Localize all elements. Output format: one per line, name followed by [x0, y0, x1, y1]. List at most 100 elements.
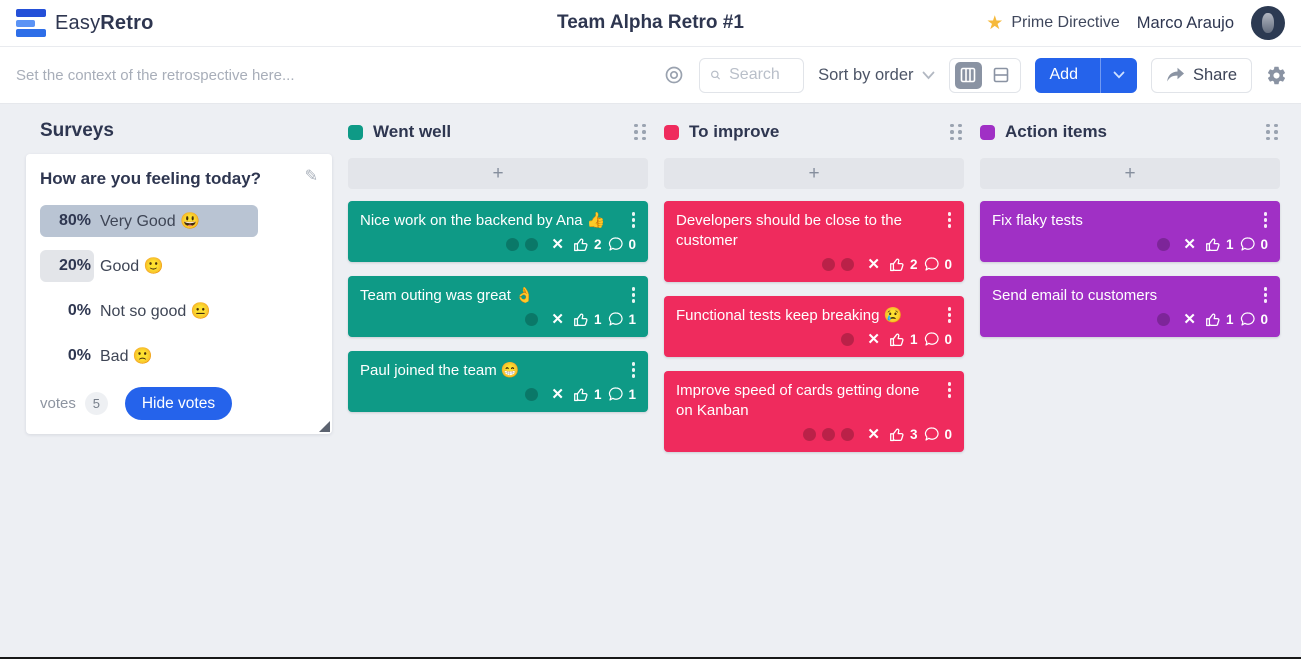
easyretro-logo[interactable]: EasyRetro — [16, 9, 154, 37]
add-caret-icon[interactable] — [1101, 71, 1137, 79]
card-menu-icon[interactable] — [946, 210, 954, 230]
share-button-label: Share — [1192, 65, 1237, 84]
add-card-button[interactable]: + — [664, 158, 964, 189]
comment-button[interactable]: 1 — [608, 386, 636, 402]
user-name[interactable]: Marco Araujo — [1136, 13, 1234, 32]
card-menu-icon[interactable] — [1262, 210, 1270, 230]
column-action-items: Action items + Fix flaky tests ✕ 1 0 Se — [980, 120, 1280, 351]
search-input[interactable] — [729, 66, 794, 84]
remove-vote-icon[interactable]: ✕ — [551, 386, 564, 403]
visibility-icon[interactable] — [663, 64, 685, 86]
resize-handle[interactable] — [319, 421, 330, 432]
remove-vote-icon[interactable]: ✕ — [1183, 236, 1196, 253]
comment-button[interactable]: 0 — [1240, 236, 1268, 252]
survey-option-bad[interactable]: 0% Bad 🙁 — [40, 340, 318, 372]
card-menu-icon[interactable] — [946, 380, 954, 400]
like-count: 1 — [593, 386, 602, 402]
add-card-button[interactable]: + — [980, 158, 1280, 189]
surveys-panel: Surveys How are you feeling today? ✎ 80%… — [26, 120, 332, 434]
retro-card[interactable]: Improve speed of cards getting done on K… — [664, 371, 964, 452]
like-button[interactable]: 3 — [889, 426, 917, 443]
column-name: Went well — [373, 122, 452, 141]
avatar[interactable] — [1251, 6, 1285, 40]
remove-vote-icon[interactable]: ✕ — [867, 331, 880, 348]
card-menu-icon[interactable] — [630, 285, 638, 305]
like-button[interactable]: 1 — [573, 386, 602, 403]
like-button[interactable]: 2 — [573, 236, 601, 253]
column-name: Action items — [1005, 122, 1108, 141]
rows-layout-icon — [993, 67, 1009, 83]
survey-result-bar — [40, 205, 258, 237]
surveys-heading: Surveys — [40, 120, 114, 141]
column-name: To improve — [689, 122, 780, 141]
like-button[interactable]: 1 — [1205, 311, 1233, 328]
comment-button[interactable]: 1 — [608, 311, 636, 327]
column-drag-handle-icon[interactable] — [1264, 122, 1280, 143]
columns-layout-button[interactable] — [954, 61, 982, 89]
comment-bubble-icon — [609, 312, 624, 326]
remove-vote-icon[interactable]: ✕ — [867, 256, 880, 273]
column-drag-handle-icon[interactable] — [948, 122, 964, 143]
card-menu-icon[interactable] — [1262, 285, 1270, 305]
card-menu-icon[interactable] — [630, 210, 638, 230]
card-text: Team outing was great 👌 — [360, 287, 534, 304]
edit-pencil-icon[interactable]: ✎ — [304, 168, 318, 185]
like-button[interactable]: 2 — [889, 256, 917, 273]
retro-card[interactable]: Fix flaky tests ✕ 1 0 — [980, 201, 1280, 262]
comment-button[interactable]: 0 — [608, 236, 636, 252]
remove-vote-icon[interactable]: ✕ — [1183, 311, 1196, 328]
comment-bubble-icon — [925, 332, 940, 346]
card-menu-icon[interactable] — [946, 305, 954, 325]
like-button[interactable]: 1 — [889, 331, 917, 348]
add-button-label: Add — [1049, 66, 1078, 83]
prime-directive-label: Prime Directive — [1011, 14, 1120, 31]
column-drag-handle-icon[interactable] — [632, 122, 648, 143]
retro-card[interactable]: Functional tests keep breaking 😢 ✕ 1 0 — [664, 296, 964, 357]
survey-option-label: Not so good 😐 — [100, 303, 211, 320]
retro-card[interactable]: Developers should be close to the custom… — [664, 201, 964, 282]
prime-directive-link[interactable]: ★ Prime Directive — [986, 14, 1120, 33]
vote-dots — [506, 237, 539, 251]
vote-dots — [841, 332, 855, 346]
comment-button[interactable]: 0 — [924, 256, 952, 272]
like-button[interactable]: 1 — [1205, 236, 1233, 253]
survey-option-not-so-good[interactable]: 0% Not so good 😐 — [40, 295, 318, 327]
card-text: Send email to customers — [992, 287, 1158, 304]
window-bottom-edge — [0, 657, 1301, 659]
comment-bubble-icon — [925, 257, 940, 271]
remove-vote-icon[interactable]: ✕ — [551, 236, 564, 253]
retro-card[interactable]: Send email to customers ✕ 1 0 — [980, 276, 1280, 337]
remove-vote-icon[interactable]: ✕ — [867, 426, 880, 443]
share-button[interactable]: Share — [1150, 57, 1252, 93]
survey-option-good[interactable]: 20% Good 🙂 — [40, 250, 318, 282]
share-arrow-icon — [1167, 67, 1184, 81]
chevron-down-icon — [922, 71, 934, 79]
comment-count: 1 — [628, 386, 636, 402]
card-menu-icon[interactable] — [630, 360, 638, 380]
comment-button[interactable]: 0 — [1240, 311, 1268, 327]
retro-card[interactable]: Nice work on the backend by Ana 👍 ✕ 2 0 — [348, 201, 648, 262]
thumbs-up-icon — [574, 238, 588, 251]
search-box[interactable] — [699, 57, 805, 93]
context-placeholder[interactable]: Set the context of the retrospective her… — [16, 66, 295, 84]
like-button[interactable]: 1 — [573, 311, 601, 328]
settings-gear-icon[interactable] — [1266, 65, 1287, 86]
retro-card[interactable]: Paul joined the team 😁 ✕ 1 1 — [348, 351, 648, 412]
comment-button[interactable]: 0 — [924, 426, 952, 442]
column-color-swatch — [664, 124, 679, 140]
thumbs-up-icon — [890, 258, 904, 271]
survey-option-very-good[interactable]: 80% Very Good 😃 — [40, 205, 318, 237]
card-text: Functional tests keep breaking 😢 — [676, 307, 903, 324]
survey-question: How are you feeling today? — [40, 169, 262, 188]
rows-layout-button[interactable] — [988, 62, 1015, 89]
add-button[interactable]: Add — [1034, 57, 1137, 93]
sort-dropdown[interactable]: Sort by order — [818, 66, 934, 85]
retro-card[interactable]: Team outing was great 👌 ✕ 1 1 — [348, 276, 648, 337]
add-card-button[interactable]: + — [348, 158, 648, 189]
comment-button[interactable]: 0 — [924, 331, 952, 347]
survey-option-label: Very Good 😃 — [100, 213, 200, 230]
survey-option-percent: 0% — [67, 347, 91, 364]
remove-vote-icon[interactable]: ✕ — [551, 311, 564, 328]
hide-votes-button[interactable]: Hide votes — [124, 387, 233, 420]
thumbs-up-icon — [890, 428, 904, 441]
